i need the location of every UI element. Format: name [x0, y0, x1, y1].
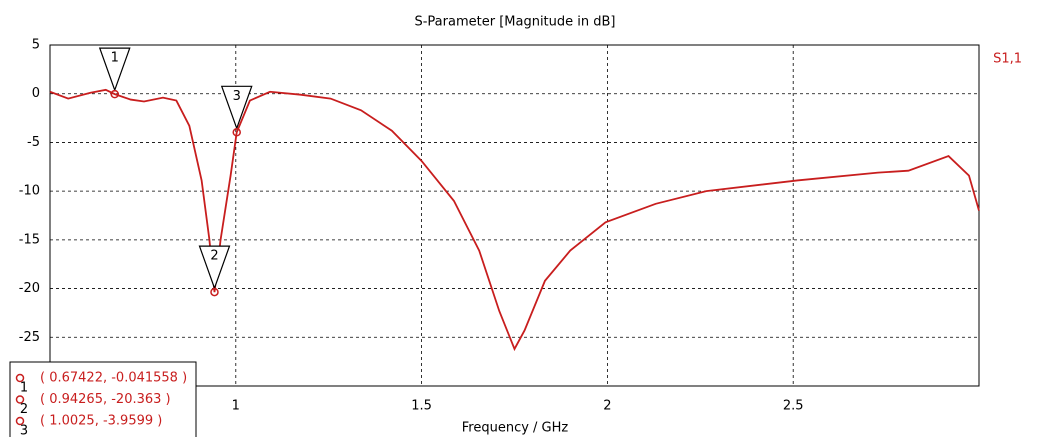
- marker-point: [210, 287, 219, 297]
- y-tick-label: -15: [19, 232, 40, 247]
- y-tick-label: -10: [19, 184, 40, 199]
- y-tick-label: 0: [32, 86, 40, 101]
- readout-icon: [15, 395, 25, 404]
- x-tick-label: 1: [232, 399, 240, 414]
- x-tick-label: 2.5: [783, 399, 804, 414]
- marker-label: 1: [111, 51, 119, 66]
- series-line: [49, 88, 980, 352]
- marker-triangle: [98, 47, 131, 92]
- readout-icon: [15, 416, 25, 426]
- x-tick-label: 1.5: [411, 399, 432, 414]
- marker-triangle: [220, 85, 253, 131]
- readout-marker-label: 2: [20, 402, 28, 417]
- y-tick-label: -25: [19, 330, 40, 345]
- chart-title: S-Parameter [Magnitude in dB]: [414, 15, 615, 30]
- marker-label: 2: [210, 249, 218, 264]
- y-tick-label: -20: [19, 281, 40, 296]
- y-tick-label: -5: [27, 135, 40, 150]
- y-tick-label: 5: [32, 38, 40, 53]
- readout-marker-label: 1: [20, 381, 28, 396]
- marker-readout: ( 1.0025, -3.9599 ): [40, 414, 162, 429]
- legend-entry: S1,1: [993, 52, 1022, 67]
- readout-icon: [15, 373, 25, 383]
- marker-readout: ( 0.67422, -0.041558 ): [40, 371, 187, 386]
- marker-label: 3: [233, 89, 241, 104]
- x-axis-label: Frequency / GHz: [462, 421, 569, 436]
- x-tick-label: 2: [603, 399, 611, 414]
- marker-point: [110, 89, 119, 99]
- marker-readout: ( 0.94265, -20.363 ): [40, 392, 171, 407]
- marker-point: [232, 128, 241, 137]
- marker-readout-box: [9, 361, 197, 437]
- readout-marker-label: 3: [20, 424, 28, 437]
- marker-triangle: [198, 245, 231, 290]
